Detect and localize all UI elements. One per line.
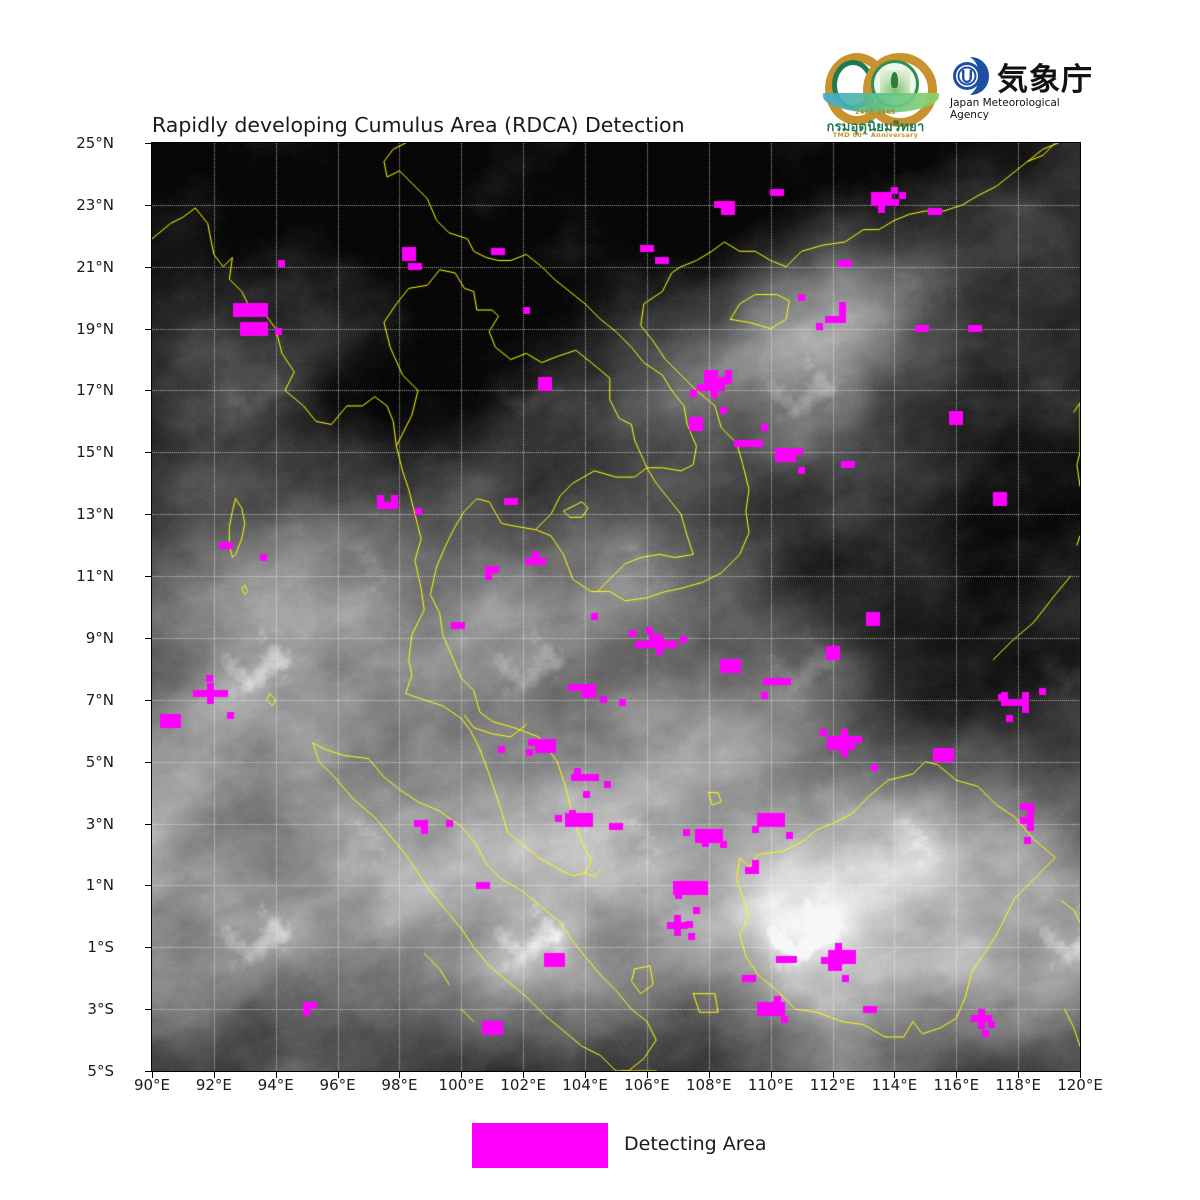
y-axis-tick-label: 19°N xyxy=(76,319,114,338)
x-axis-tick-mark xyxy=(770,1071,772,1078)
y-axis-tick-mark xyxy=(145,1009,152,1011)
y-axis-tick-label: 13°N xyxy=(76,505,114,524)
y-axis-tick-mark xyxy=(145,699,152,701)
satellite-map-panel[interactable] xyxy=(151,142,1081,1072)
legend-swatch-detecting-area xyxy=(472,1123,608,1168)
x-axis-tick-mark xyxy=(337,1071,339,1078)
x-axis-tick-mark xyxy=(832,1071,834,1078)
y-axis-tick-label: 9°N xyxy=(85,628,114,647)
x-axis-tick-label: 102°E xyxy=(500,1076,546,1094)
x-axis-tick-mark xyxy=(152,1071,153,1078)
jma-logo: 気象庁 Japan Meteorological Agency xyxy=(950,56,1095,121)
y-axis-tick-mark xyxy=(145,637,152,639)
tmd-80-numeral-icon xyxy=(819,49,939,127)
y-axis-tick-mark xyxy=(145,823,152,825)
y-axis-tick-label: 25°N xyxy=(76,134,114,152)
y-axis-tick-label: 7°N xyxy=(85,690,114,709)
x-axis-tick-mark xyxy=(1018,1071,1020,1078)
x-axis-tick-mark xyxy=(399,1071,401,1078)
x-axis-tick-label: 96°E xyxy=(319,1076,356,1094)
y-axis-tick-label: 23°N xyxy=(76,195,114,214)
y-axis-tick-mark xyxy=(145,514,152,516)
x-axis-tick-label: 90°E xyxy=(133,1076,171,1094)
tmd-seal-tree xyxy=(891,72,898,88)
satellite-imagery-canvas[interactable] xyxy=(152,143,1080,1071)
x-axis-tick-mark xyxy=(646,1071,648,1078)
jma-emblem-icon xyxy=(950,56,990,96)
x-axis-tick-label: 110°E xyxy=(747,1076,794,1094)
x-axis-tick-label: 100°E xyxy=(438,1076,485,1094)
jma-kanji-title: 気象庁 xyxy=(997,62,1093,98)
y-axis-tick-mark xyxy=(145,452,152,454)
tmd-logo-years: 2485-2565 xyxy=(855,109,896,116)
y-axis-tick-label: 5°S xyxy=(87,1062,114,1080)
tmd-80th-anniversary-logo: 2485-2565 กรมอุตุนิยมวิทยา TMD 80ᵗʰ Anni… xyxy=(813,47,939,139)
x-axis-tick-mark xyxy=(585,1071,587,1078)
tmd-logo-swoosh xyxy=(823,93,939,113)
y-axis-tick-label: 17°N xyxy=(76,381,114,400)
x-axis-tick-label: 114°E xyxy=(871,1076,918,1094)
x-axis-tick-label: 98°E xyxy=(381,1076,418,1094)
y-axis-tick-mark xyxy=(145,328,152,330)
tmd-logo-anniversary-text: TMD 80ᵗʰ Anniversary xyxy=(832,131,919,139)
legend-label-detecting-area: Detecting Area xyxy=(624,1133,767,1155)
y-axis-tick-mark xyxy=(145,390,152,392)
x-axis-tick-mark xyxy=(894,1071,896,1078)
y-axis-tick-mark xyxy=(145,576,152,578)
y-axis-tick-mark xyxy=(145,1071,152,1072)
x-axis-tick-label: 112°E xyxy=(809,1076,856,1094)
jma-english-title: Japan Meteorological Agency xyxy=(950,97,1060,121)
x-axis-tick-label: 106°E xyxy=(624,1076,670,1094)
y-axis-tick-label: 1°N xyxy=(85,876,114,895)
y-axis-tick-label: 3°N xyxy=(85,814,114,833)
x-axis-tick-label: 108°E xyxy=(685,1076,732,1094)
y-axis-tick-mark xyxy=(145,761,152,763)
y-axis-tick-label: 11°N xyxy=(76,567,114,586)
page-header: Rapidly developing Cumulus Area (RDCA) D… xyxy=(0,0,1200,290)
x-axis-tick-mark xyxy=(523,1071,525,1078)
x-axis-tick-mark xyxy=(708,1071,710,1078)
page-title: Rapidly developing Cumulus Area (RDCA) D… xyxy=(152,113,685,137)
tmd-logo-thai-name: กรมอุตุนิยมวิทยา xyxy=(826,120,925,135)
x-axis-tick-mark xyxy=(213,1071,215,1078)
x-axis-tick-mark xyxy=(275,1071,277,1078)
y-axis-tick-mark xyxy=(145,266,152,268)
y-axis-tick-label: 21°N xyxy=(76,257,114,276)
y-axis-tick-label: 1°S xyxy=(87,938,114,957)
x-axis-tick-label: 120°E xyxy=(1057,1076,1103,1094)
x-axis-tick-label: 104°E xyxy=(562,1076,608,1094)
tmd-logo-ring-zero xyxy=(863,53,937,127)
x-axis-tick-mark xyxy=(461,1071,463,1078)
y-axis-tick-label: 3°S xyxy=(87,1000,114,1019)
y-axis-tick-mark xyxy=(145,143,152,144)
x-axis-tick-mark xyxy=(956,1071,958,1078)
y-axis-tick-mark xyxy=(145,947,152,949)
y-axis-tick-mark xyxy=(145,885,152,887)
y-axis-tick-label: 5°N xyxy=(85,752,114,771)
x-axis-tick-label: 94°E xyxy=(257,1076,294,1094)
y-axis-tick-mark xyxy=(145,204,152,206)
x-axis-tick-label: 92°E xyxy=(195,1076,232,1094)
y-axis-tick-label: 15°N xyxy=(76,443,114,462)
x-axis-tick-label: 118°E xyxy=(995,1076,1041,1094)
x-axis-tick-mark xyxy=(1080,1071,1081,1078)
x-axis-tick-label: 116°E xyxy=(933,1076,980,1094)
